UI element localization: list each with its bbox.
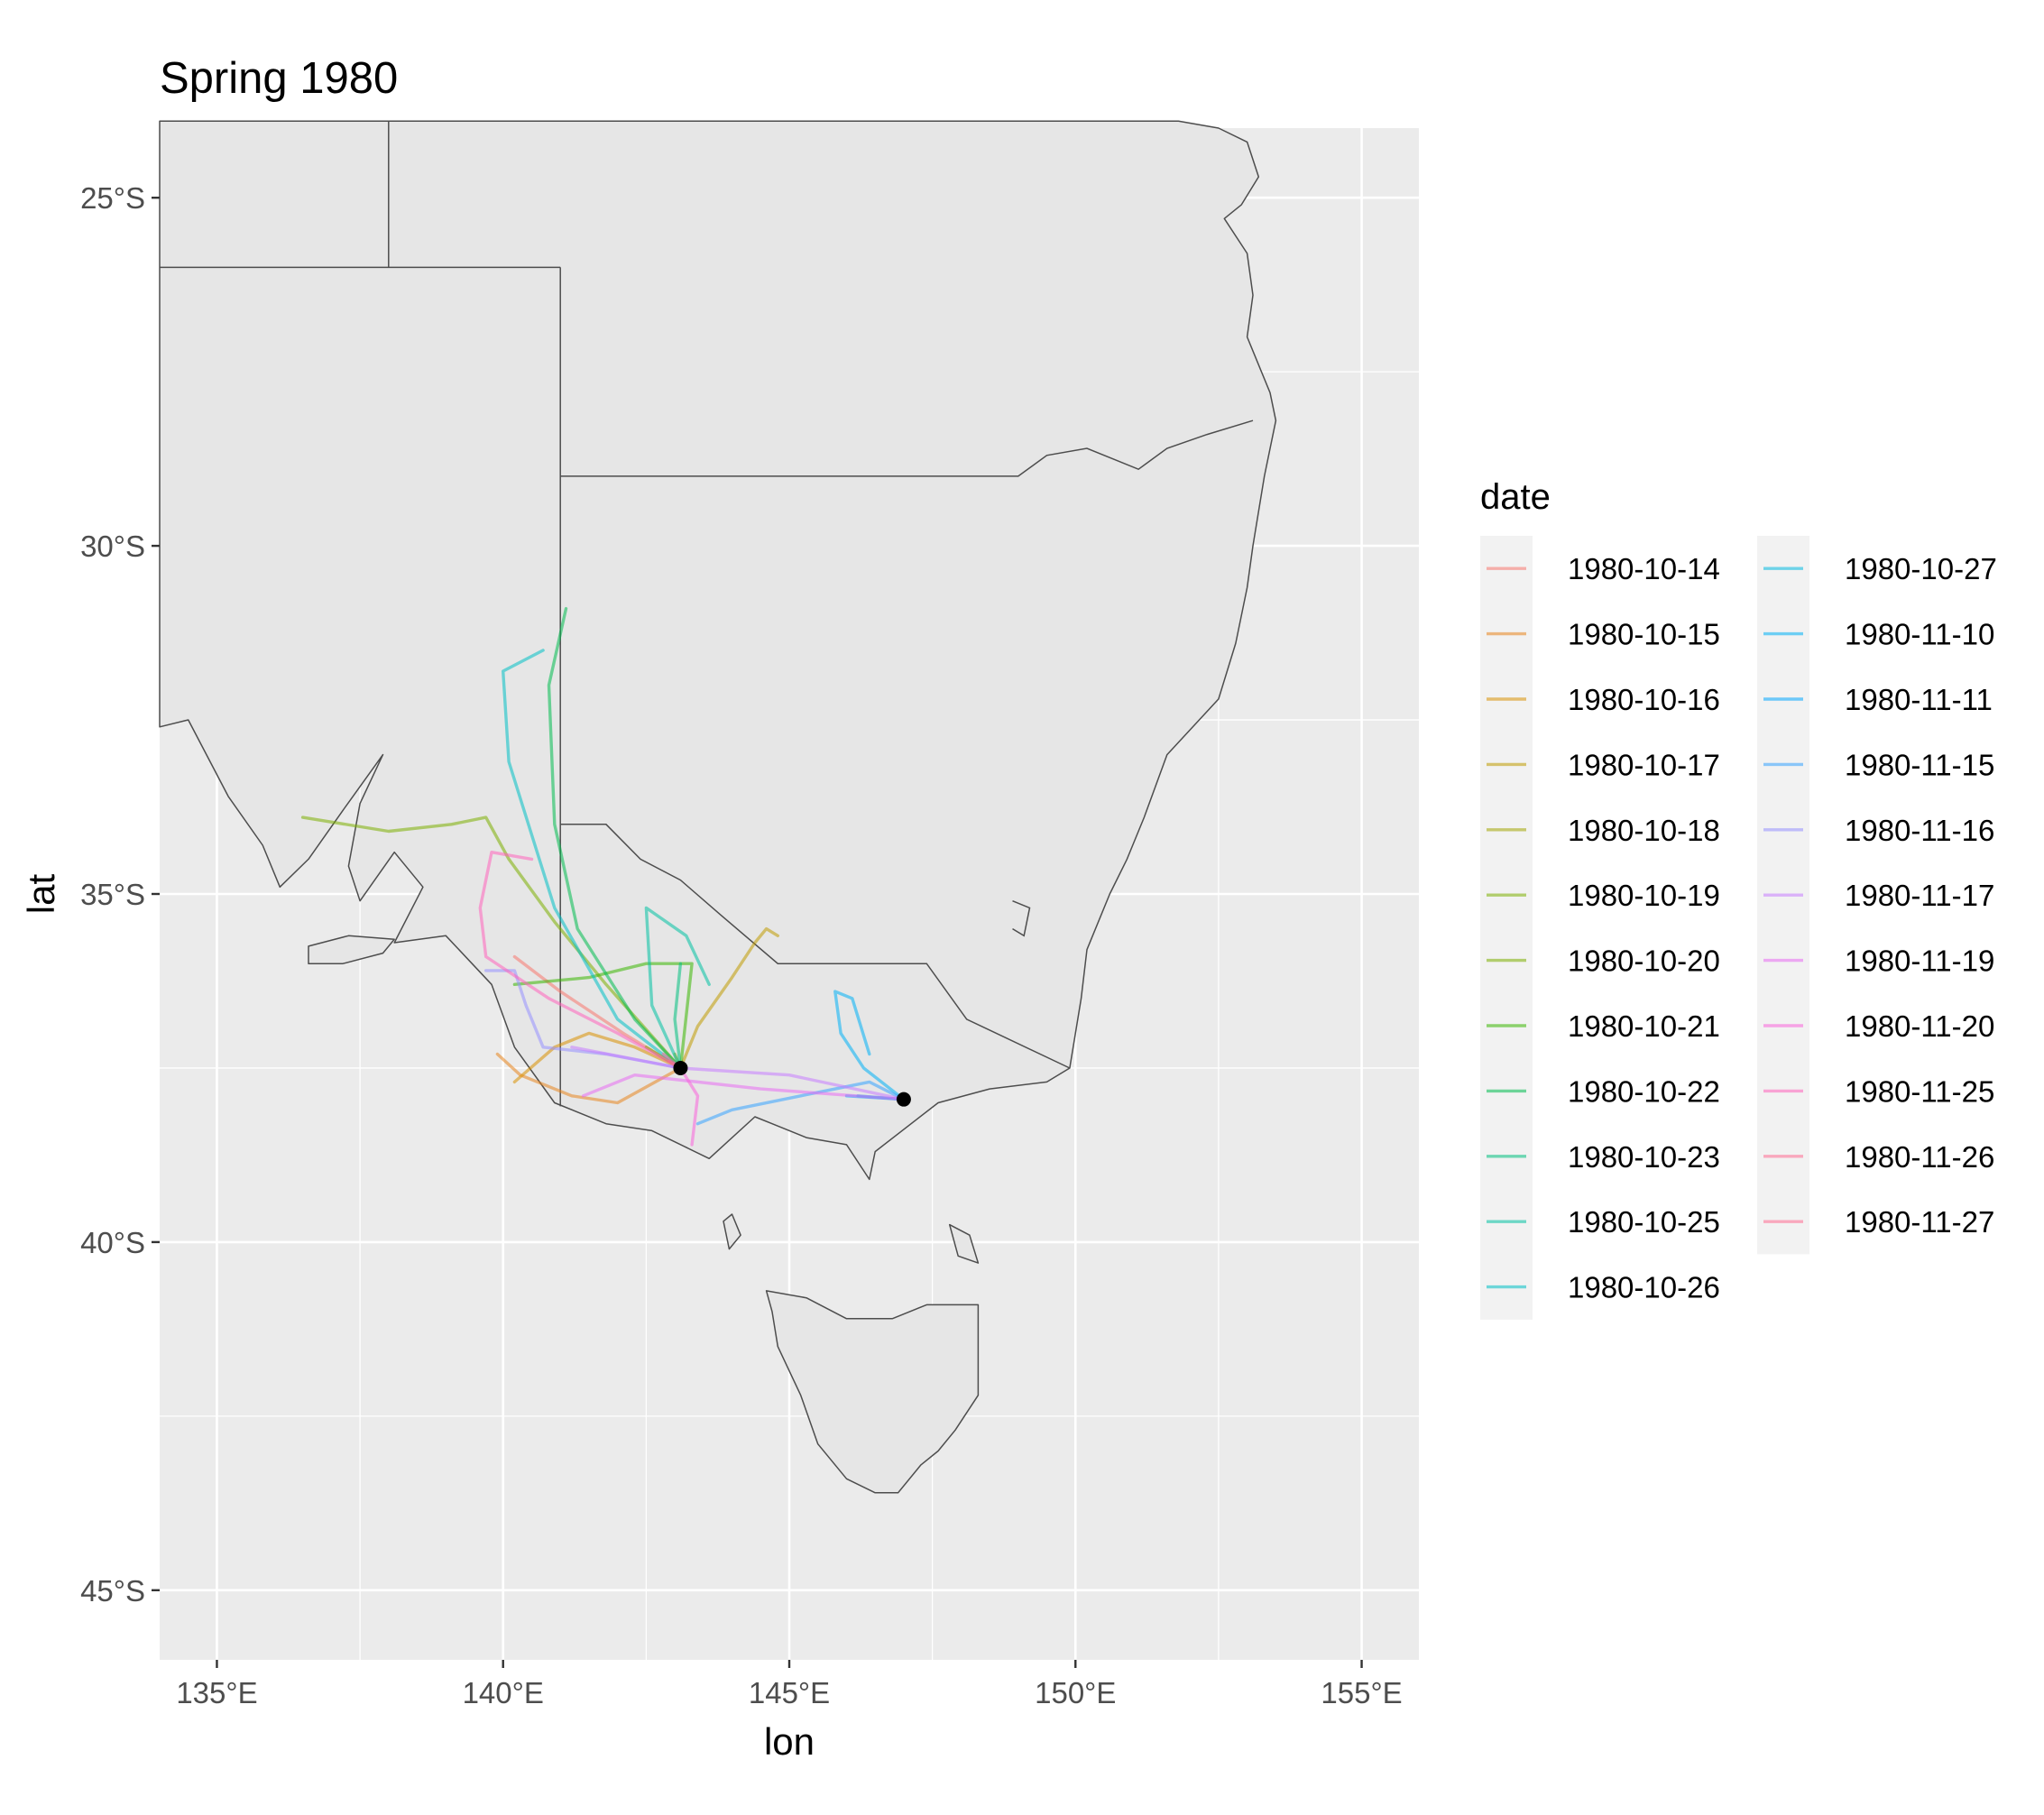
legend-label: 1980-10-17 [1568, 748, 1720, 781]
border-qld-nsw-border [560, 419, 1254, 477]
y-tick-label: 45°S [80, 1574, 145, 1608]
legend-label: 1980-10-15 [1568, 618, 1720, 651]
land-flinders-island [948, 1223, 980, 1264]
trajectory-1980-10-21 [512, 962, 694, 1070]
legend-label: 1980-10-20 [1568, 944, 1720, 978]
legend-title: date [1480, 477, 1551, 517]
legend-label: 1980-11-17 [1845, 879, 1994, 912]
legend-label: 1980-10-22 [1568, 1074, 1720, 1108]
legend-label: 1980-11-25 [1845, 1074, 1994, 1108]
legend-label: 1980-11-10 [1845, 618, 1994, 651]
x-tick-label: 140°E [463, 1676, 544, 1709]
land-tasmania [765, 1290, 980, 1494]
legend-label: 1980-10-25 [1568, 1205, 1720, 1239]
legend-label: 1980-10-23 [1568, 1140, 1720, 1174]
border-act-border [1012, 900, 1031, 937]
trajectory-1980-10-26 [502, 649, 683, 1070]
x-tick-label: 135°E [176, 1676, 257, 1709]
trajectory-1980-11-10 [833, 990, 906, 1101]
y-tick-label: 40°S [80, 1226, 145, 1259]
legend-label: 1980-11-16 [1845, 814, 1994, 847]
legend-label: 1980-10-27 [1845, 552, 1997, 585]
land-kangaroo-island [308, 935, 395, 964]
legend-label: 1980-10-16 [1568, 683, 1720, 716]
trajectory-1980-10-23 [673, 962, 683, 1070]
legend: date 1980-10-14 1980-10-15 1980-10-16 1980-… [1480, 477, 1997, 1320]
border-nsw-vic-border [560, 824, 1071, 1069]
y-axis-label: lat [20, 873, 62, 914]
y-tick-label: 30°S [80, 530, 145, 563]
trajectory-1980-10-16 [512, 1031, 683, 1084]
legend-label: 1980-10-21 [1568, 1009, 1720, 1043]
legend-label: 1980-11-15 [1845, 748, 1994, 781]
land-king-island [723, 1213, 741, 1250]
origin-point [673, 1060, 688, 1075]
trajectory-1980-10-17 [678, 926, 779, 1070]
y-tick-label: 35°S [80, 878, 145, 911]
chart-title: Spring 1980 [160, 54, 398, 103]
x-axis-label: lon [764, 1720, 815, 1763]
trajectory-1980-11-17 [570, 1046, 906, 1101]
trajectory-1980-11-25 [478, 851, 683, 1070]
y-tick-label: 25°S [80, 181, 145, 215]
legend-label: 1980-11-20 [1845, 1009, 1994, 1043]
x-tick-label: 150°E [1035, 1676, 1116, 1709]
legend-key-background [1480, 536, 1533, 1320]
axes: 135°E 140°E 145°E 150°E 155°E 25°S 30°S 35°S 40°… [80, 181, 1403, 1709]
legend-label: 1980-11-26 [1845, 1140, 1994, 1174]
legend-label: 1980-11-19 [1845, 944, 1994, 978]
legend-label: 1980-11-27 [1845, 1205, 1994, 1239]
trajectory-1980-11-15 [695, 1080, 906, 1126]
legend-label: 1980-10-18 [1568, 814, 1720, 847]
trajectory-1980-11-20 [678, 1066, 700, 1147]
trajectory-1980-10-25 [644, 906, 711, 1070]
trajectory-1980-11-19 [581, 1073, 906, 1101]
legend-label: 1980-10-26 [1568, 1271, 1720, 1304]
x-tick-label: 145°E [749, 1676, 830, 1709]
origin-points [673, 1060, 911, 1107]
legend-label: 1980-10-19 [1568, 879, 1720, 912]
origin-point [896, 1092, 911, 1107]
land-polygons [159, 120, 1277, 1494]
legend-label: 1980-11-11 [1845, 683, 1993, 716]
trajectory-1980-10-22 [547, 606, 683, 1070]
trajectory-1980-10-15 [495, 1052, 683, 1105]
state-borders [160, 121, 1254, 1107]
x-tick-label: 155°E [1321, 1676, 1402, 1709]
legend-label: 1980-10-14 [1568, 552, 1720, 585]
land-mainland [159, 120, 1277, 1181]
